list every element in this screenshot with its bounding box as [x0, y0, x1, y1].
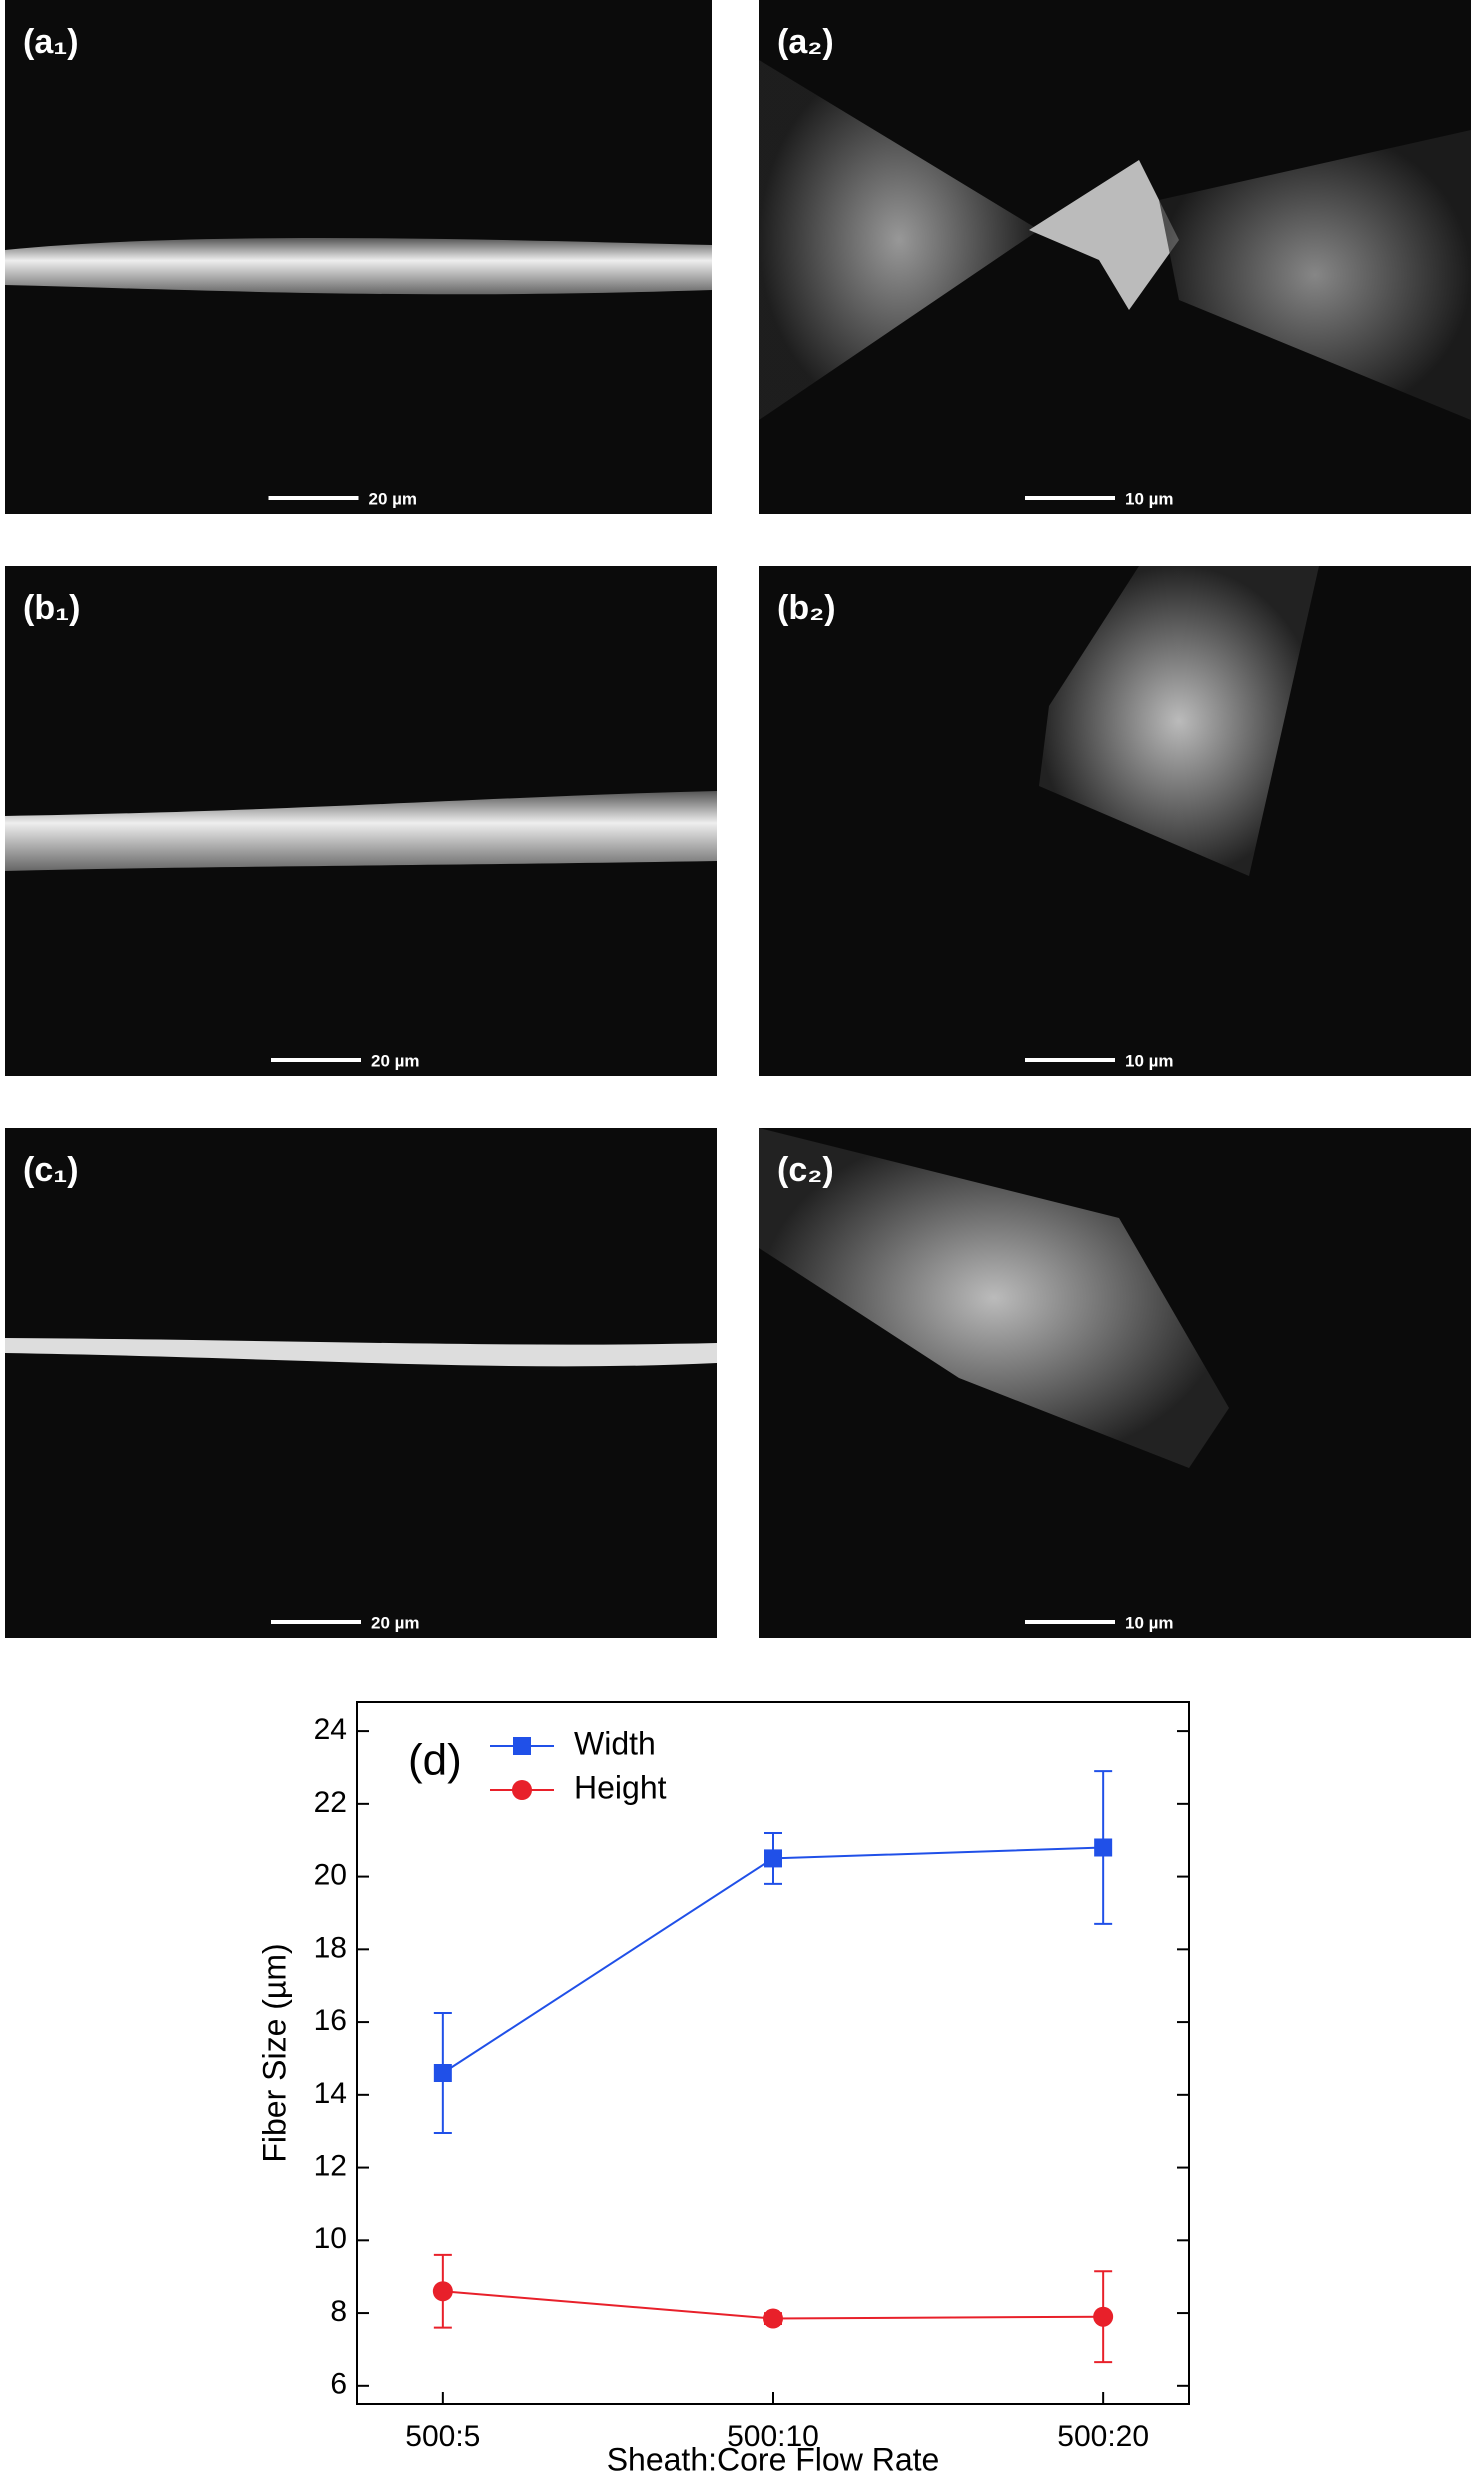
- legend-marker: [513, 1737, 531, 1755]
- fiber: [5, 238, 712, 295]
- scale-bar-label: 20 µm: [371, 1613, 420, 1632]
- y-tick-label: 24: [314, 1713, 347, 1746]
- y-tick-label: 16: [314, 2004, 347, 2037]
- data-point: [433, 2064, 452, 2083]
- scale-bar-label: 10 µm: [1125, 1613, 1174, 1632]
- x-tick-label: 500:10: [727, 2420, 819, 2453]
- data-point: [764, 1849, 782, 1868]
- x-tick-label: 500:5: [405, 2420, 480, 2453]
- x-tick-label: 500:20: [1057, 2420, 1149, 2453]
- y-axis-label: Fiber Size (µm): [256, 1943, 292, 2162]
- data-point: [763, 2308, 783, 2329]
- panel-label: (c₂): [777, 1151, 834, 1189]
- panel-label: (a₁): [23, 23, 79, 61]
- panel-label: (b₂): [777, 589, 836, 627]
- scale-bar-label: 10 µm: [1125, 1051, 1174, 1070]
- fiber: [1039, 566, 1319, 876]
- sem-image: [5, 1128, 717, 1638]
- y-tick-label: 6: [330, 2368, 347, 2401]
- scale-bar-label: 20 µm: [369, 489, 418, 508]
- fiber: [5, 1338, 717, 1367]
- legend-label: Width: [574, 1725, 656, 1761]
- y-tick-label: 12: [314, 2149, 347, 2182]
- x-axis-label: Sheath:Core Flow Rate: [607, 2441, 940, 2477]
- y-tick-label: 14: [314, 2077, 347, 2110]
- panel-label: (c₁): [23, 1151, 79, 1189]
- legend-label: Height: [574, 1769, 667, 1805]
- data-point: [432, 2281, 453, 2302]
- y-tick-label: 10: [314, 2222, 347, 2255]
- scale-bar-label: 20 µm: [371, 1051, 420, 1070]
- y-tick-label: 20: [314, 1859, 347, 1892]
- fiber: [759, 60, 1039, 420]
- y-tick-label: 18: [314, 1931, 347, 1964]
- y-tick-label: 8: [330, 2295, 347, 2328]
- scale-bar-label: 10 µm: [1125, 489, 1174, 508]
- legend-marker: [512, 1780, 532, 1800]
- annotation: (d): [408, 1736, 462, 1785]
- fiber: [759, 1128, 1229, 1468]
- y-tick-label: 22: [314, 1786, 347, 1819]
- panel-label: (a₂): [777, 23, 834, 61]
- fiber: [1159, 130, 1471, 420]
- plot-frame: [356, 1701, 1190, 2405]
- fiber: [1029, 160, 1179, 310]
- fiber: [5, 791, 717, 871]
- data-point: [1094, 1838, 1113, 1857]
- data-point: [1093, 2306, 1114, 2327]
- panel-label: (b₁): [23, 589, 80, 627]
